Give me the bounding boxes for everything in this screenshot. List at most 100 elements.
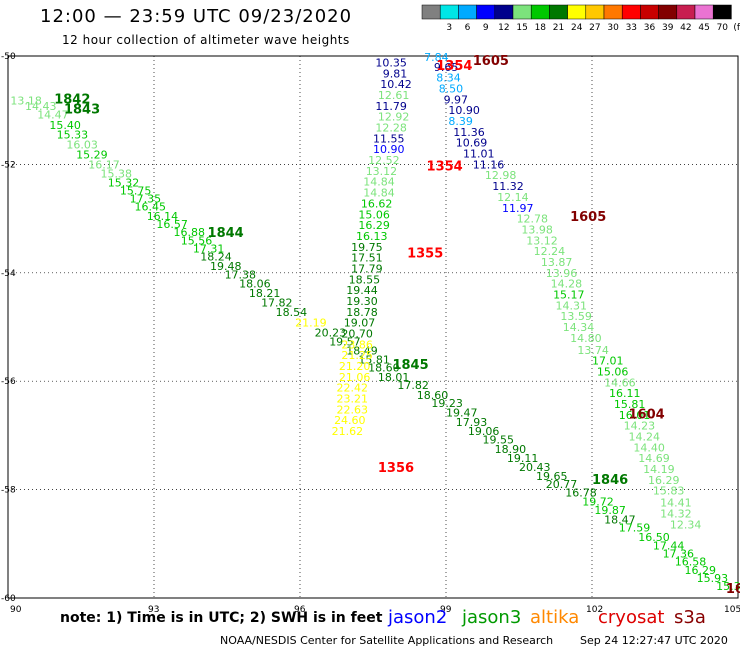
wave-height-value: 11.32 (492, 180, 524, 193)
wave-height-value: 9.97 (444, 93, 469, 106)
legend-swatch (621, 4, 641, 20)
legend-swatch (494, 4, 514, 20)
wave-height-value: 16.78 (565, 486, 597, 499)
wave-height-value: 18.60 (417, 389, 449, 402)
legend-swatch (549, 4, 568, 20)
legend-swatch (585, 4, 605, 20)
wave-height-value: 16.50 (638, 531, 670, 544)
wave-height-value: 11.16 (473, 158, 505, 171)
pass-number-label: 1842 (54, 92, 90, 107)
wave-height-value: 13.12 (366, 165, 398, 178)
wave-height-value: 8.34 (436, 72, 461, 85)
wave-height-value: 12.24 (534, 245, 566, 258)
wave-height-value: 20.77 (546, 478, 578, 491)
wave-height-value: 14.41 (660, 497, 692, 510)
wave-height-value: 16.29 (648, 474, 680, 487)
legend-s3a: s3a (674, 607, 706, 628)
wave-height-value: 19.48 (210, 260, 242, 273)
legend-label: 42 (680, 23, 691, 33)
pass-number-label: 1604 (629, 408, 665, 423)
page-title: 12:00 — 23:59 UTC 09/23/2020 (40, 6, 353, 27)
x-tick-label: 102 (586, 605, 603, 615)
legend-jason2: jason2 (388, 607, 448, 628)
legend-label: 39 (662, 23, 674, 33)
wave-height-value: 10.42 (380, 78, 412, 91)
wave-height-value: 17.01 (592, 355, 624, 368)
pass-number-label: 1846 (592, 473, 628, 488)
wave-height-value: 19.75 (351, 241, 383, 254)
legend-label: 36 (644, 23, 656, 33)
wave-height-value: 21.06 (339, 371, 371, 384)
wave-height-value: 14.34 (563, 321, 595, 334)
pass-number-label: 1845 (392, 358, 428, 373)
wave-height-value: 14.43 (25, 100, 57, 113)
wave-height-value: 14.31 (556, 299, 588, 312)
wave-height-value: 16.13 (356, 230, 388, 243)
wave-height-value: 14.84 (363, 176, 395, 189)
wave-height-value: 15.81 (614, 398, 646, 411)
wave-height-value: 19.57 (329, 336, 361, 349)
wave-height-value: 11.01 (463, 148, 495, 161)
wave-height-value: 23.21 (337, 393, 369, 406)
legend-swatch (694, 4, 714, 20)
pass-number-label: 1605 (473, 54, 509, 69)
legend-label: 21 (553, 23, 564, 33)
wave-height-value: 13.59 (560, 310, 592, 323)
pass-number-label: 1605 (570, 210, 606, 225)
wave-height-value: 18.90 (495, 443, 526, 456)
wave-height-value: 13.96 (546, 267, 578, 280)
wave-height-value: 15.38 (100, 168, 132, 181)
wave-height-value: 16.57 (156, 218, 188, 231)
wave-height-value: 18.55 (349, 273, 381, 286)
wave-height-value: 11.97 (502, 202, 534, 215)
wave-height-value: 20.70 (341, 328, 373, 341)
pass-number-label: 1354 (427, 159, 463, 174)
wave-height-value: 22.42 (337, 382, 369, 395)
legend-label: 45 (698, 23, 709, 33)
x-tick-label: 93 (148, 605, 159, 615)
legend-label: 24 (571, 23, 583, 33)
wave-height-value: 19.65 (536, 470, 568, 483)
wave-height-value: 14.84 (363, 187, 395, 200)
wave-height-value: 18.47 (604, 513, 636, 526)
wave-height-value: 12.61 (378, 89, 410, 102)
y-tick-label: -52 (1, 160, 16, 170)
legend-label: 70 (717, 23, 729, 33)
wave-height-value: 15.06 (597, 365, 629, 378)
legend-label: 15 (516, 23, 527, 33)
wave-height-value: 17.38 (225, 268, 256, 281)
wave-height-value: 13.12 (526, 234, 558, 247)
wave-height-value: 11.79 (375, 100, 407, 113)
wave-height-value: 17.36 (663, 548, 695, 561)
legend-label: 30 (607, 23, 619, 33)
wave-height-value: 8.50 (439, 83, 464, 96)
wave-height-value: 24.60 (334, 414, 366, 427)
wave-height-value: 15.06 (358, 208, 390, 221)
wave-height-value: 19.72 (582, 496, 614, 509)
legend-swatch (658, 4, 678, 20)
legend-label: 3 (446, 23, 452, 33)
wave-height-value: 9.65 (434, 61, 459, 74)
wave-height-value: 11.55 (373, 132, 405, 145)
wave-height-value: 21.62 (332, 425, 364, 438)
wave-height-value: 12.98 (485, 169, 517, 182)
y-tick-label: -58 (1, 486, 16, 496)
wave-height-value: 13.98 (521, 223, 553, 236)
wave-height-value: 14.23 (624, 420, 656, 433)
wave-height-value: 14.32 (660, 507, 692, 520)
wave-height-value: 20.43 (519, 461, 551, 474)
footer-note: note: 1) Time is in UTC; 2) SWH is in fe… (60, 610, 383, 626)
wave-height-value: 11.36 (453, 126, 485, 139)
wave-height-value: 10.35 (375, 57, 407, 70)
pass-number-label: 1356 (378, 461, 414, 476)
x-tick-label: 96 (294, 605, 306, 615)
wave-height-value: 15.17 (553, 288, 585, 301)
wave-height-value: 18.49 (346, 344, 378, 357)
wave-height-value: 19.11 (507, 452, 539, 465)
legend-cryosat: cryosat (598, 607, 665, 628)
wave-height-value: 14.69 (638, 452, 670, 465)
wave-height-value: 15.75 (120, 184, 152, 197)
wave-height-value: 16.88 (173, 226, 205, 239)
wave-height-value: 16.11 (609, 387, 641, 400)
y-tick-label: -50 (1, 52, 16, 62)
